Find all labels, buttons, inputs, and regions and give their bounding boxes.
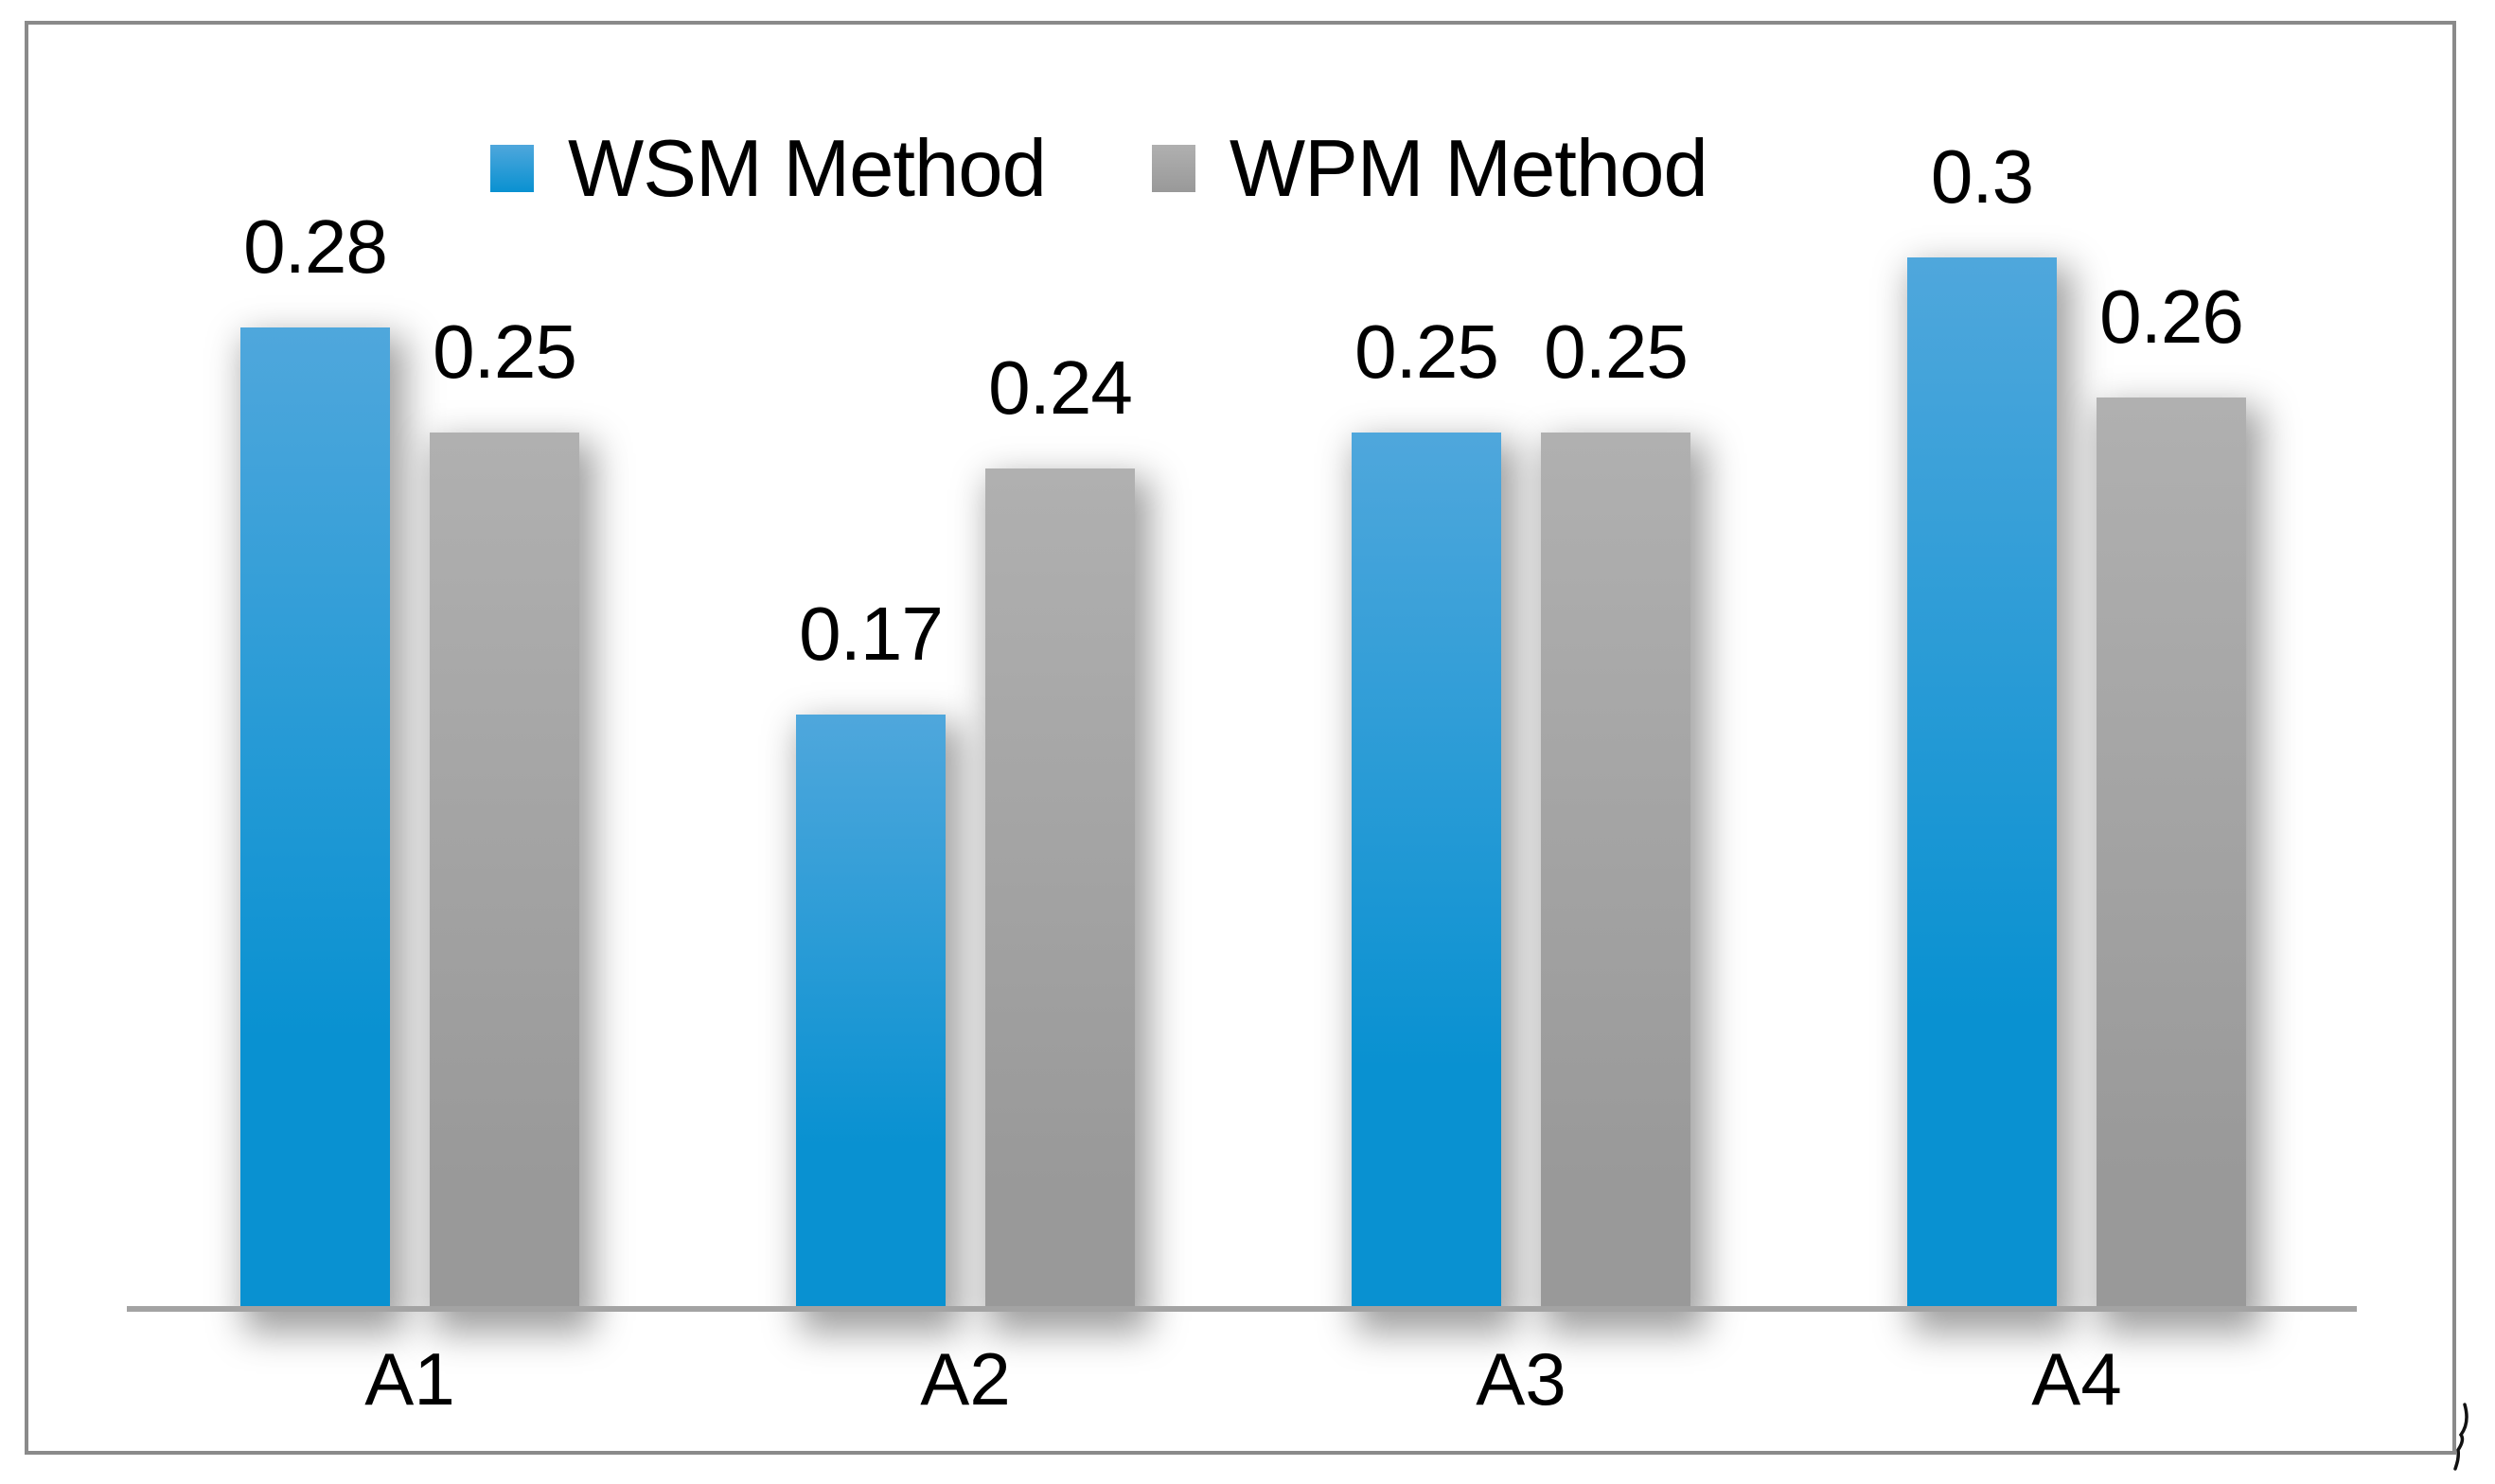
x-axis-label-a4: A4	[2031, 1337, 2122, 1421]
data-label-wsm-a1: 0.28	[243, 204, 388, 289]
data-label-wpm-a1: 0.25	[433, 309, 577, 394]
legend-label-wpm-method: WPM Method	[1229, 123, 1708, 214]
legend-item-wpm-method: WPM Method	[1151, 123, 1708, 214]
chart-legend: WSM Method WPM Method	[490, 126, 1708, 211]
legend-swatch-wsm-icon	[490, 145, 534, 192]
data-label-wsm-a3: 0.25	[1354, 309, 1499, 394]
bar-wsm-a1	[240, 327, 390, 1312]
bar-wsm-a3	[1352, 433, 1501, 1312]
x-axis-label-a1: A1	[364, 1337, 455, 1421]
data-label-wsm-a2: 0.17	[799, 592, 944, 676]
legend-label-wsm-method: WSM Method	[568, 123, 1047, 214]
x-axis-label-a3: A3	[1476, 1337, 1566, 1421]
bar-wpm-a3	[1541, 433, 1690, 1312]
bar-wpm-a1	[430, 433, 579, 1312]
stray-pen-mark-artifact	[2453, 1403, 2468, 1471]
bar-wsm-a4	[1907, 257, 2057, 1312]
data-label-wpm-a2: 0.24	[988, 345, 1133, 430]
legend-swatch-wpm-icon	[1151, 145, 1195, 192]
bar-wpm-a2	[985, 468, 1135, 1312]
data-label-wsm-a4: 0.3	[1930, 134, 2034, 219]
bar-wsm-a2	[796, 715, 946, 1312]
data-label-wpm-a3: 0.25	[1544, 309, 1689, 394]
chart-frame-border	[25, 21, 2456, 1455]
legend-item-wsm-method: WSM Method	[490, 123, 1047, 214]
bar-wpm-a4	[2097, 398, 2246, 1312]
data-label-wpm-a4: 0.26	[2099, 274, 2244, 359]
x-axis-line	[127, 1306, 2357, 1312]
x-axis-label-a2: A2	[920, 1337, 1011, 1421]
